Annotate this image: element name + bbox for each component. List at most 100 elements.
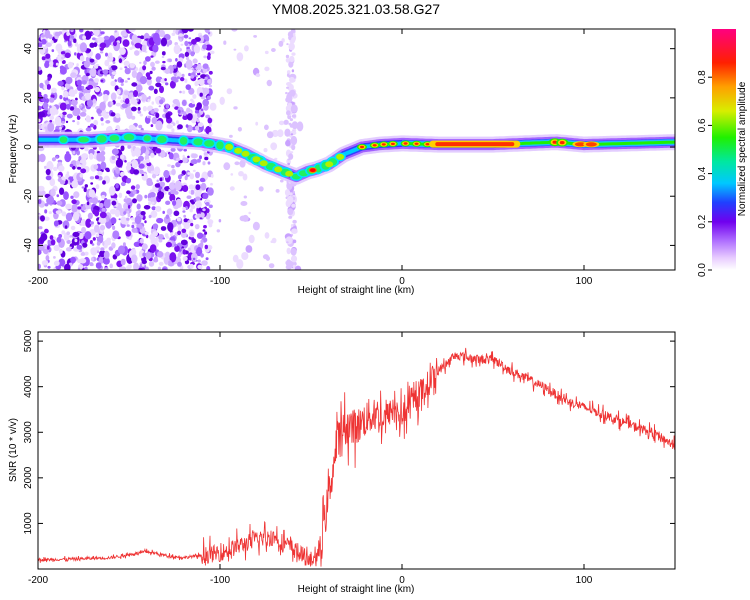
- spectrogram-noise-cell: [126, 110, 133, 120]
- spectrogram-blob: [204, 140, 215, 147]
- spectrogram-noise-cell: [145, 56, 151, 62]
- spectrogram-frame: [37, 28, 676, 271]
- spectrogram-noise-cell: [53, 260, 60, 267]
- spectrogram-noise-cell: [159, 85, 164, 94]
- spectrogram-noise-cell: [152, 173, 157, 179]
- spectrogram-noise-cell: [208, 123, 212, 128]
- spectrogram-noise-cell: [53, 244, 60, 252]
- spectrogram-noise-cell: [89, 123, 95, 128]
- spectrogram-noise-cell: [288, 42, 295, 51]
- spectrogram-noise-cell: [172, 200, 177, 206]
- spectrogram-noise-cell: [40, 215, 45, 222]
- spectrogram-x-axis: -200 -100 0 100: [28, 29, 593, 287]
- spectrogram-noise-cell: [57, 174, 62, 178]
- spectrogram-noise-cell: [97, 36, 104, 43]
- colorbar: 0.0 0.2 0.4 0.6 0.8 Normalized spectral ampl…: [697, 29, 748, 277]
- spectrogram-noise-cell: [138, 124, 143, 129]
- spectrogram-noise-cell: [134, 37, 142, 44]
- spectrogram-noise-cell: [85, 116, 92, 123]
- spectrogram-noise-cell: [117, 96, 122, 100]
- spectrogram-noise-cell: [70, 256, 76, 264]
- spectrogram-noise-cell: [168, 189, 171, 192]
- spectrogram-noise-cell: [204, 156, 209, 161]
- spectrogram-noise-cell: [78, 156, 82, 161]
- spectrogram-noise-cell: [105, 52, 108, 57]
- spectrogram-noise-cell: [190, 51, 195, 57]
- spectrogram-noise-cell: [207, 219, 214, 225]
- spectrogram-noise-cell: [248, 211, 251, 215]
- spectrogram-noise-cell: [258, 186, 264, 192]
- spectrogram-noise-cell: [178, 159, 183, 164]
- spectrogram-noise-cell: [223, 162, 231, 171]
- spectrogram-noise-cell: [68, 89, 76, 97]
- spectrogram-noise: [38, 29, 304, 270]
- spectrogram-noise-cell: [289, 192, 293, 196]
- spectrogram-noise-cell: [168, 214, 172, 217]
- spectrogram-noise-cell: [76, 244, 83, 250]
- spectrogram-noise-cell: [200, 253, 204, 258]
- spectrogram-noise-cell: [55, 155, 59, 159]
- spectrogram-noise-cell: [183, 214, 187, 218]
- spectrogram-noise-cell: [93, 85, 97, 88]
- spectrogram-noise-cell: [263, 148, 268, 153]
- spectrogram-noise-cell: [140, 94, 147, 102]
- spectrogram-noise-cell: [54, 116, 62, 127]
- spectrogram-noise-cell: [110, 80, 117, 87]
- spectrogram-y-tick-label: 20: [23, 92, 34, 104]
- spectrogram-noise-cell: [195, 171, 200, 179]
- spectrogram-noise-cell: [110, 209, 115, 214]
- spectrogram-noise-cell: [150, 61, 155, 68]
- spectrogram-noise-cell: [165, 214, 170, 219]
- spectrogram-noise-cell: [202, 192, 209, 199]
- spectrogram-noise-cell: [93, 29, 100, 37]
- spectrogram-noise-cell: [145, 72, 151, 78]
- spectrogram-noise-cell: [53, 220, 59, 227]
- spectrogram-noise-cell: [120, 181, 126, 187]
- spectrogram-blob: [285, 170, 294, 177]
- spectrogram-noise-cell: [204, 76, 208, 80]
- spectrogram-noise-cell: [197, 259, 201, 263]
- spectrogram-noise-cell: [102, 69, 109, 74]
- spectrogram-noise-cell: [157, 190, 165, 200]
- spectrogram-noise-cell: [39, 82, 44, 89]
- spectrogram-noise-cell: [285, 58, 290, 63]
- spectrogram-noise-cell: [120, 258, 126, 266]
- spectrogram-blob: [241, 150, 250, 157]
- spectrogram-noise-cell: [45, 175, 52, 181]
- colorbar-tick-label: 0.2: [697, 214, 708, 228]
- spectrogram-noise-cell: [97, 170, 103, 176]
- spectrogram-noise-cell: [141, 259, 147, 264]
- spectrogram-noise-cell: [131, 224, 135, 229]
- spectrogram-noise-cell: [58, 234, 63, 238]
- spectrogram-noise-cell: [138, 96, 142, 100]
- spectrogram-noise-cell: [70, 72, 77, 78]
- spectrogram-noise-cell: [73, 191, 80, 199]
- spectrogram-noise-cell: [288, 153, 294, 160]
- spectrogram-noise-cell: [84, 92, 91, 101]
- spectrogram-noise-cell: [280, 179, 284, 183]
- spectrogram-noise-cell: [80, 204, 84, 207]
- spectrogram-noise-cell: [252, 221, 260, 231]
- spectrogram-blob: [143, 135, 151, 142]
- spectrogram-noise-cell: [90, 116, 94, 120]
- spectrogram-noise-cell: [173, 78, 179, 83]
- spectrogram-noise-cell: [197, 264, 203, 270]
- spectrogram-noise-cell: [38, 42, 43, 48]
- spectrogram-noise-cell: [113, 206, 117, 209]
- spectrogram-noise-cell: [264, 232, 270, 239]
- spectrogram-noise-cell: [177, 230, 182, 236]
- spectrogram-noise-cell: [48, 211, 52, 215]
- spectrogram-noise-cell: [82, 179, 85, 182]
- spectrogram-noise-cell: [80, 252, 86, 256]
- spectrogram-noise-cell: [110, 101, 114, 106]
- spectrogram-noise-cell: [96, 234, 104, 244]
- spectrogram-core-band-inner: [435, 142, 515, 147]
- spectrogram-noise-cell: [131, 254, 138, 264]
- spectrogram-noise-cell: [194, 224, 200, 230]
- spectrogram-noise-cell: [162, 210, 165, 214]
- spectrogram-noise-cell: [83, 60, 90, 68]
- spectrogram-noise-cell: [56, 200, 63, 206]
- spectrogram-noise-cell: [58, 249, 63, 254]
